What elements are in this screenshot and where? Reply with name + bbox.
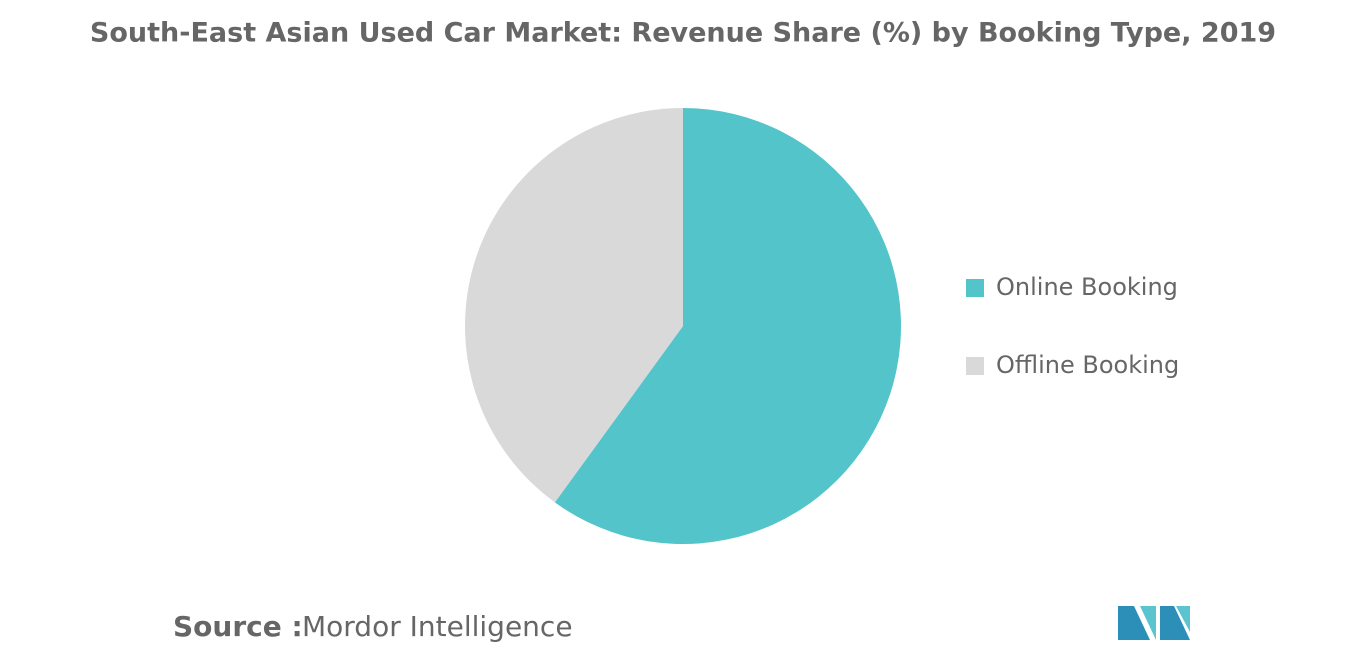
legend-swatch (966, 357, 984, 375)
logo (1118, 606, 1190, 640)
pie (465, 108, 902, 545)
legend-swatch (966, 279, 984, 297)
pie-slice (554, 108, 902, 545)
pie-slice (465, 108, 683, 503)
legend: Online Booking Offline Booking (966, 273, 1179, 379)
legend-label: Online Booking (996, 273, 1178, 301)
source-label: Source : (173, 610, 303, 643)
legend-label: Offline Booking (996, 351, 1179, 379)
source: Mordor Intelligence (302, 610, 573, 643)
chart-title: South-East Asian Used Car Market: Revenu… (90, 18, 1276, 49)
